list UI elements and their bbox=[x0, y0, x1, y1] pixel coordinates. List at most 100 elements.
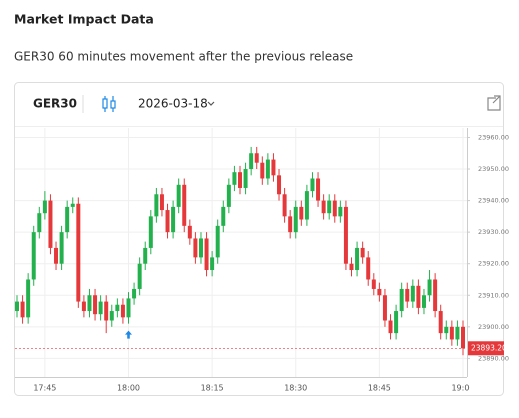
axes: 23890.00 23900.00 23910.00 23920.00 23930.00… bbox=[15, 128, 509, 378]
candle-body bbox=[243, 169, 248, 188]
candle-body bbox=[304, 191, 309, 220]
candle-body bbox=[221, 206, 226, 226]
candle-body bbox=[427, 279, 432, 296]
candle-body bbox=[193, 238, 198, 258]
y-tick-label: 23900.00 bbox=[478, 323, 509, 331]
x-tick-label: 18:45 bbox=[368, 384, 391, 393]
card bbox=[14, 82, 504, 396]
candle-body bbox=[31, 232, 36, 280]
candle-body bbox=[154, 194, 159, 217]
y-tick-label: 23910.00 bbox=[478, 291, 509, 299]
candle-body bbox=[198, 238, 203, 258]
candle-body bbox=[399, 288, 404, 312]
candle-body bbox=[93, 295, 98, 315]
candle-body bbox=[171, 206, 176, 233]
candle-body bbox=[360, 247, 365, 258]
candle-body bbox=[410, 285, 415, 302]
candle-body bbox=[455, 326, 460, 340]
candle-body bbox=[126, 298, 131, 318]
candle-body bbox=[148, 216, 153, 248]
y-tick-label: 23960.00 bbox=[478, 133, 509, 141]
candle-body bbox=[26, 279, 31, 318]
x-tick-label: 18:00 bbox=[117, 384, 140, 393]
candle-body bbox=[260, 162, 265, 179]
candle-body bbox=[37, 213, 42, 233]
y-tick-label: 23930.00 bbox=[478, 228, 509, 236]
candle-body bbox=[355, 247, 360, 271]
candle-body bbox=[394, 311, 399, 334]
candle-body bbox=[382, 295, 387, 321]
candle-body bbox=[54, 247, 59, 264]
candle-body bbox=[143, 247, 148, 264]
event-marker bbox=[125, 330, 132, 339]
candle-body bbox=[59, 232, 64, 264]
price-tag-label: 23893.20 bbox=[471, 343, 507, 352]
candle-body bbox=[449, 326, 454, 340]
candle-body bbox=[176, 184, 181, 207]
candle-icon[interactable] bbox=[102, 96, 116, 112]
candle-body bbox=[338, 206, 343, 217]
candle-body bbox=[120, 304, 125, 318]
candle-body bbox=[76, 203, 81, 302]
candle-body bbox=[316, 178, 321, 201]
candle-body bbox=[159, 194, 164, 211]
candle-body bbox=[254, 153, 259, 163]
y-tick-label: 23920.00 bbox=[478, 260, 509, 268]
x-tick-label: 19:00 bbox=[451, 384, 474, 393]
candle-body bbox=[70, 203, 75, 207]
candle-body bbox=[277, 175, 282, 195]
candle-body bbox=[366, 257, 371, 280]
candle-body bbox=[327, 200, 332, 214]
title: Market Impact Data bbox=[14, 12, 154, 27]
candle-body bbox=[461, 326, 465, 349]
candle-body bbox=[238, 172, 242, 188]
price-tag bbox=[468, 341, 504, 356]
y-tick-label: 23940.00 bbox=[478, 197, 509, 205]
candle-body bbox=[265, 159, 270, 179]
plot: 17:45 18:00 18:15 18:30 18:45 19:00 bbox=[15, 128, 474, 393]
candle-body bbox=[377, 288, 382, 296]
candle-body bbox=[104, 301, 109, 321]
candle-body bbox=[48, 200, 53, 248]
chevron[interactable] bbox=[207, 101, 215, 106]
candle-body bbox=[349, 263, 354, 271]
candle-body bbox=[343, 206, 348, 264]
candle-body bbox=[87, 295, 92, 312]
candle-body bbox=[371, 279, 376, 289]
candle-body bbox=[321, 200, 326, 214]
x-tick-label: 18:30 bbox=[284, 384, 307, 393]
candle-body bbox=[438, 311, 443, 334]
date-picker[interactable]: 2026-03-18 bbox=[138, 97, 208, 111]
y-tick-label: 23950.00 bbox=[478, 165, 509, 173]
y-tick-label: 23890.00 bbox=[478, 354, 509, 362]
candle-body bbox=[204, 238, 209, 271]
x-tick-label: 17:45 bbox=[33, 384, 56, 393]
candle-body bbox=[433, 279, 438, 312]
external-link[interactable] bbox=[487, 95, 501, 111]
candle-body bbox=[416, 285, 421, 308]
candle-body bbox=[15, 301, 19, 312]
candle-body bbox=[20, 301, 25, 318]
candle-body bbox=[226, 184, 231, 207]
candle-body bbox=[137, 263, 142, 289]
candle-body bbox=[405, 288, 410, 302]
candle-body bbox=[444, 326, 449, 334]
candle-body bbox=[132, 288, 137, 299]
candle-body bbox=[115, 304, 120, 312]
candle-body bbox=[232, 172, 237, 185]
candle-body bbox=[282, 194, 287, 217]
candle-body bbox=[42, 200, 47, 214]
x-tick-label: 18:15 bbox=[201, 384, 224, 393]
candle-body bbox=[165, 210, 170, 233]
candle-body bbox=[187, 225, 192, 239]
candle-body bbox=[182, 184, 187, 226]
candle-body bbox=[310, 178, 315, 192]
candle-body bbox=[421, 295, 426, 308]
candle-body bbox=[109, 311, 114, 321]
candle-body bbox=[65, 206, 70, 233]
candle-body bbox=[81, 301, 86, 312]
candle-body bbox=[271, 159, 276, 176]
candle-body bbox=[98, 301, 103, 315]
